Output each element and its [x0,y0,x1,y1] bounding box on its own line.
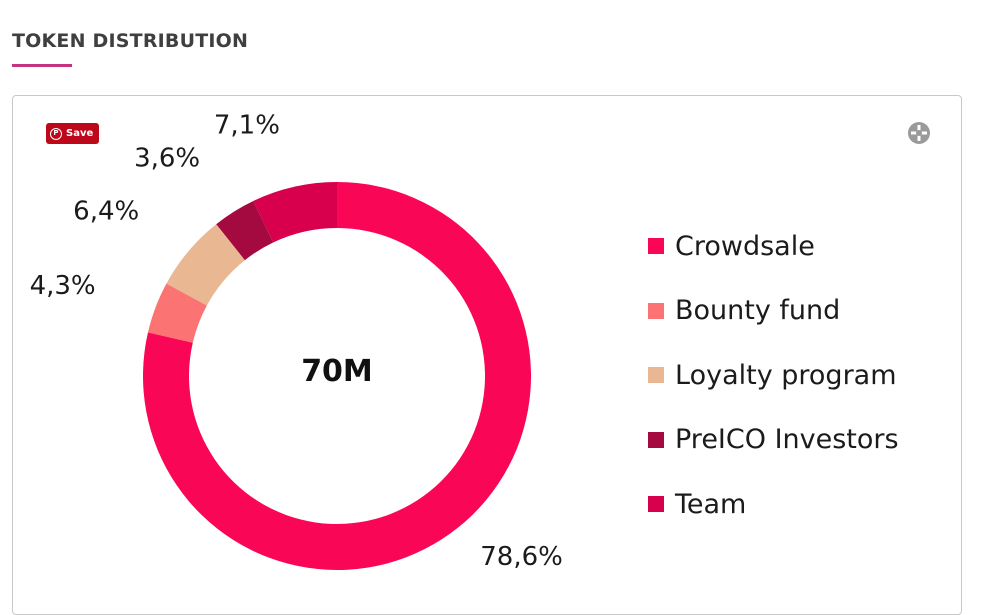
legend-item-loyalty-program[interactable]: Loyalty program [648,355,899,395]
legend-item-crowdsale[interactable]: Crowdsale [648,226,899,266]
value-label-crowdsale: 78,6% [480,542,563,572]
save-button-label: Save [66,128,94,139]
value-label-loyalty-program: 6,4% [73,196,139,226]
pinterest-save-button[interactable]: P Save [46,123,100,144]
legend-label: PreICO Investors [675,424,899,455]
donut-slice-bounty-fund[interactable] [147,283,207,343]
pinterest-icon: P [50,127,62,140]
donut-slice-loyalty-program[interactable] [166,224,245,306]
donut-value-labels: 7,1% 3,6% 6,4% 4,3% 78,6% [30,110,563,572]
value-label-preico-investors: 3,6% [134,143,200,173]
legend-item-preico-investors[interactable]: PreICO Investors [648,420,899,460]
title-underline [12,64,72,67]
donut-slices [143,182,532,570]
donut-slice-team[interactable] [253,182,337,243]
legend-swatch [648,431,664,448]
legend-label: Loyalty program [675,359,897,391]
donut-center-label: 70M [301,354,373,389]
legend-item-bounty-fund[interactable]: Bounty fund [648,291,899,331]
legend-swatch [648,302,664,319]
legend-swatch [648,238,664,254]
donut-slice-preico-investors[interactable] [216,200,274,261]
legend-item-team[interactable]: Team [648,484,899,524]
legend-swatch [648,496,664,512]
chart-legend: Crowdsale Bounty fund Loyalty program PreIC… [648,226,899,549]
legend-label: Bounty fund [675,295,841,326]
legend-swatch [648,367,664,383]
value-label-bounty-fund: 4,3% [30,271,96,301]
donut-chart: 7,1% 3,6% 6,4% 4,3% 78,6% 70M [30,110,563,572]
value-label-team: 7,1% [214,110,280,140]
legend-label: Team [675,488,747,520]
section-title: TOKEN DISTRIBUTION [12,30,249,52]
expand-crosshair-icon[interactable] [906,120,932,146]
legend-label: Crowdsale [675,230,815,262]
